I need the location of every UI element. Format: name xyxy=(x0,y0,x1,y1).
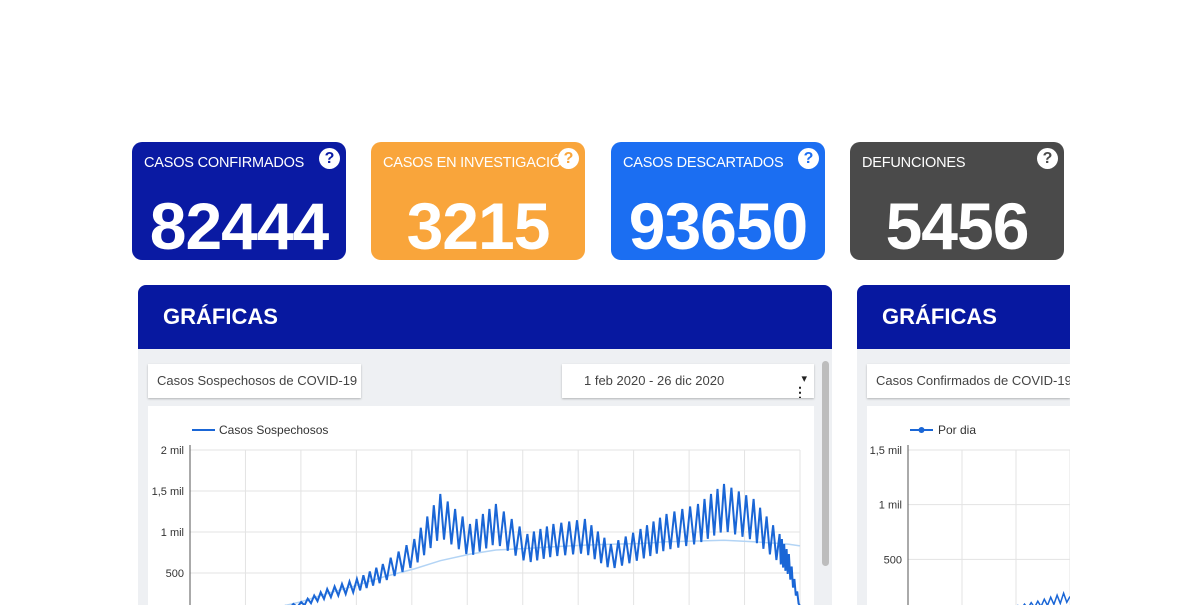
y-tick-label: 1 mil xyxy=(879,500,902,512)
help-icon[interactable]: ? xyxy=(798,148,819,169)
grid xyxy=(907,445,1070,605)
series-line xyxy=(285,483,801,605)
y-tick-label: 1,5 mil xyxy=(870,445,902,457)
kpi-label-confirmed: CASOS CONFIRMADOS xyxy=(144,155,305,171)
help-icon[interactable]: ? xyxy=(1037,148,1058,169)
y-tick-label: 500 xyxy=(166,568,184,580)
chart-title-chip: Casos Sospechosos de COVID-19 xyxy=(148,364,361,398)
help-icon[interactable]: ? xyxy=(558,148,579,169)
panel-body: Casos Confirmados de COVID-19 500 1 mil 1,… xyxy=(857,349,1070,605)
kpi-card-confirmed: CASOS CONFIRMADOS ? 82444 xyxy=(132,142,346,260)
kpi-label-discarded: CASOS DESCARTADOS xyxy=(623,155,784,171)
kpi-value-confirmed: 82444 xyxy=(149,189,330,260)
kpi-card-investigation: CASOS EN INVESTIGACIÓN ? 3215 xyxy=(371,142,585,260)
charts-panel-confirmed: GRÁFICAS Casos Confirmados de COVID-19 5… xyxy=(857,285,1070,605)
date-range-value: 1 feb 2020 - 26 dic 2020 xyxy=(584,373,725,388)
legend: Casos Sospechosos xyxy=(192,423,328,437)
kpi-label-investigation: CASOS EN INVESTIGACIÓN xyxy=(383,155,572,171)
y-tick-label: 2 mil xyxy=(161,445,184,457)
kpi-value-investigation: 3215 xyxy=(406,189,551,260)
panel-header: GRÁFICAS xyxy=(857,285,1070,349)
confirmed-cases-chart: 500 1 mil 1,5 mil Por dia xyxy=(870,423,1070,605)
chart-title-chip: Casos Confirmados de COVID-19 xyxy=(867,364,1070,398)
panel-body: Casos Sospechosos de COVID-19 1 feb 2020… xyxy=(138,349,832,605)
legend: Por dia xyxy=(910,423,976,437)
chart-area: 500 1 mil 1,5 mil 2 mil Casos Sospechosos xyxy=(148,406,814,605)
scrollbar-thumb[interactable] xyxy=(822,361,829,566)
help-icon[interactable]: ? xyxy=(319,148,340,169)
kpi-value-discarded: 93650 xyxy=(628,189,809,260)
scrollbar[interactable] xyxy=(820,357,830,597)
suspected-cases-chart: 500 1 mil 1,5 mil 2 mil Casos Sospechosos xyxy=(152,423,801,605)
y-tick-label: 500 xyxy=(884,554,902,566)
kpi-card-discarded: CASOS DESCARTADOS ? 93650 xyxy=(611,142,825,260)
legend-marker xyxy=(918,427,925,433)
legend-label: Por dia xyxy=(938,423,976,437)
chart-area: 500 1 mil 1,5 mil Por dia xyxy=(867,406,1070,605)
more-vert-icon[interactable]: ⋮ xyxy=(793,384,807,398)
panel-header: GRÁFICAS xyxy=(138,285,832,349)
series-line xyxy=(1017,590,1070,605)
kpi-card-deaths: DEFUNCIONES ? 5456 xyxy=(850,142,1064,260)
legend-label: Casos Sospechosos xyxy=(219,423,328,437)
kpi-label-deaths: DEFUNCIONES xyxy=(862,155,966,171)
date-range-selector[interactable]: 1 feb 2020 - 26 dic 2020 ▾ ⋮ xyxy=(562,364,814,398)
charts-panel-suspected: GRÁFICAS Casos Sospechosos de COVID-19 1… xyxy=(138,285,832,605)
chevron-down-icon: ▾ xyxy=(801,373,807,385)
y-tick-label: 1 mil xyxy=(161,527,184,539)
y-ticks: 500 1 mil 1,5 mil 2 mil xyxy=(152,445,184,580)
y-ticks: 500 1 mil 1,5 mil xyxy=(870,445,902,566)
kpi-value-deaths: 5456 xyxy=(885,189,1030,260)
y-tick-label: 1,5 mil xyxy=(152,486,184,498)
